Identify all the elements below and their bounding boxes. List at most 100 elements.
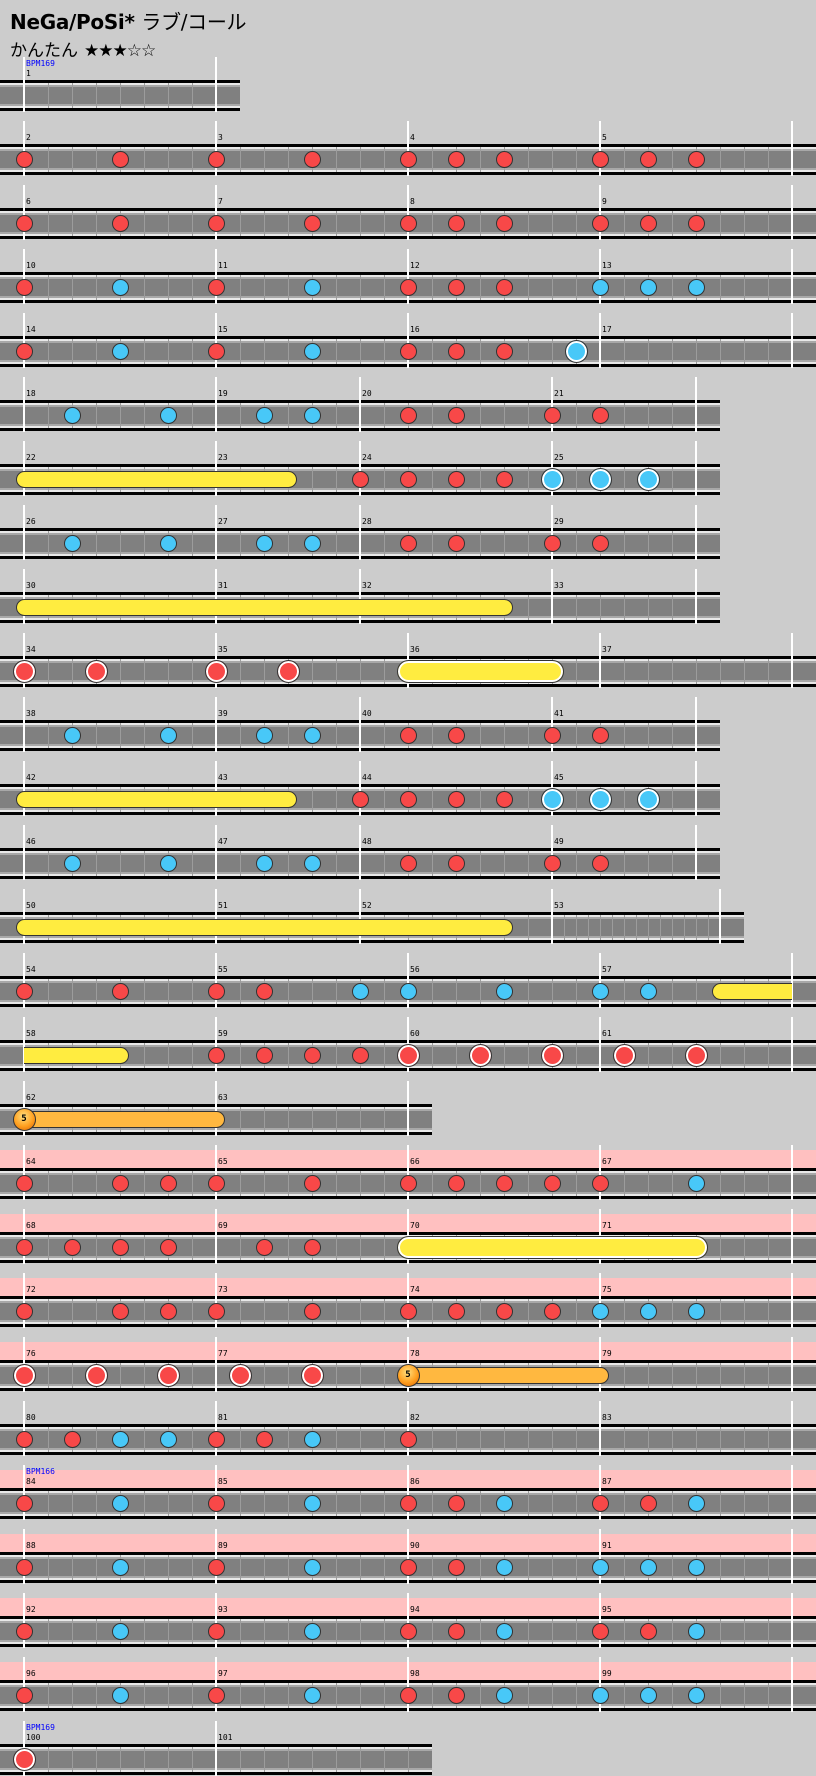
grid-line: [432, 147, 433, 172]
grid-line: [240, 1107, 241, 1132]
ka-note: [639, 278, 657, 296]
don-note: [207, 1046, 225, 1064]
ka-note: [351, 982, 369, 1000]
grid-line: [432, 1555, 433, 1580]
ka-note: [687, 1302, 705, 1320]
grid-line: [168, 1043, 169, 1068]
grid-line: [144, 403, 145, 428]
bar-line: [23, 121, 25, 176]
ka-note: [495, 982, 513, 1000]
measure-number: 69: [218, 1221, 228, 1230]
don-note: [399, 1558, 417, 1576]
grid-line: [288, 1299, 289, 1324]
ka-note: [495, 1494, 513, 1512]
grid-line: [264, 1363, 265, 1388]
big-drumroll-note: [396, 1235, 708, 1259]
grid-line: [96, 1427, 97, 1452]
measure-number: 48: [362, 837, 372, 846]
grid-line: [552, 979, 553, 1004]
grid-line: [288, 1171, 289, 1196]
bar-line: [359, 761, 361, 816]
grid-line: [720, 1171, 721, 1196]
grid-line: [144, 659, 145, 684]
grid-line: [384, 787, 385, 812]
grid-line: [672, 1427, 673, 1452]
big-ka-note: [588, 467, 612, 491]
bar-line: [215, 1209, 217, 1264]
grid-line: [384, 1747, 385, 1772]
measure-number: 67: [602, 1157, 612, 1166]
bar-line: [791, 1593, 793, 1648]
grid-line: [72, 147, 73, 172]
grid-line: [288, 1427, 289, 1452]
don-note: [447, 790, 465, 808]
grid-line: [576, 979, 577, 1004]
measure-number: 43: [218, 773, 228, 782]
bar-line: [791, 1337, 793, 1392]
grid-line: [480, 979, 481, 1004]
grid-line: [192, 851, 193, 876]
ka-note: [303, 1558, 321, 1576]
grid-line: [744, 1619, 745, 1644]
ka-note: [159, 534, 177, 552]
grid-line: [360, 1683, 361, 1708]
grid-line: [576, 723, 577, 748]
grid-line: [432, 1427, 433, 1452]
measure-number: 100: [26, 1733, 41, 1742]
measure-number: 55: [218, 965, 228, 974]
grid-line: [768, 1171, 769, 1196]
don-note: [159, 1238, 177, 1256]
grid-line: [360, 1427, 361, 1452]
grid-line: [96, 1491, 97, 1516]
grid-line: [744, 1043, 745, 1068]
grid-line: [672, 979, 673, 1004]
measure-number: 70: [410, 1221, 420, 1230]
drumroll-note: [15, 790, 297, 808]
measure-number: 92: [26, 1605, 36, 1614]
bpm-label: BPM169: [26, 59, 55, 68]
bar-line: [599, 1465, 601, 1520]
grid-line: [288, 1235, 289, 1260]
grid-line: [432, 1171, 433, 1196]
grid-line: [120, 1363, 121, 1388]
measure-number: 63: [218, 1093, 228, 1102]
grid-line: [360, 1107, 361, 1132]
grid-line: [648, 403, 649, 428]
grid-line: [192, 1171, 193, 1196]
don-note: [303, 1302, 321, 1320]
grid-line: [96, 1619, 97, 1644]
big-ka-note: [540, 787, 564, 811]
grid-line: [384, 1491, 385, 1516]
grid-line: [96, 83, 97, 108]
grid-line: [360, 147, 361, 172]
grid-line: [744, 275, 745, 300]
grid-line: [480, 1619, 481, 1644]
big-don-note: [468, 1043, 492, 1067]
grid-line: [240, 851, 241, 876]
don-note: [591, 726, 609, 744]
don-note: [591, 214, 609, 232]
grid-line: [48, 851, 49, 876]
grid-line: [240, 723, 241, 748]
grid-line: [576, 275, 577, 300]
grid-line: [96, 1555, 97, 1580]
grid-line: [696, 979, 697, 1004]
grid-line: [624, 339, 625, 364]
grid-line: [120, 403, 121, 428]
measure-number: 101: [218, 1733, 233, 1742]
grid-line: [96, 1235, 97, 1260]
bar-line: [23, 1465, 25, 1520]
grid-line: [264, 1555, 265, 1580]
don-note: [351, 1046, 369, 1064]
grid-line: [48, 531, 49, 556]
grid-line: [240, 531, 241, 556]
grid-line: [432, 1683, 433, 1708]
grid-line: [144, 211, 145, 236]
big-don-note: [228, 1363, 252, 1387]
bar-line: [23, 889, 25, 944]
don-note: [159, 1174, 177, 1192]
grid-line: [480, 1299, 481, 1324]
bar-line: [23, 1401, 25, 1456]
grid-line: [336, 851, 337, 876]
bar-line: [23, 1657, 25, 1712]
